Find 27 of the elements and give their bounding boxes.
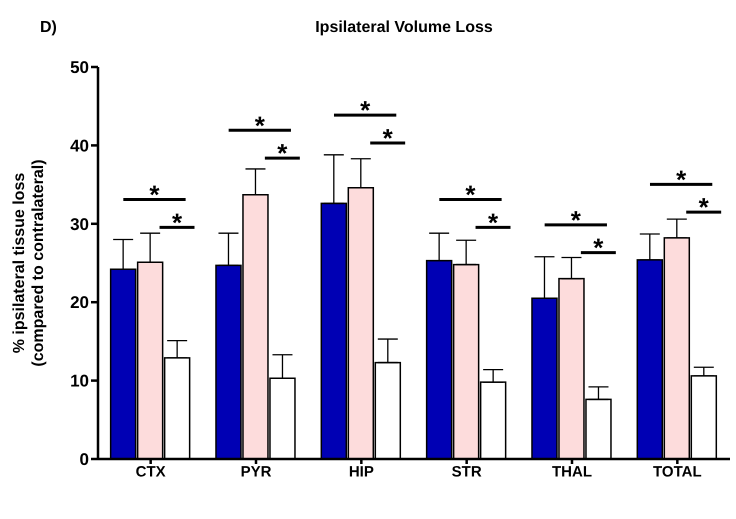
annotation: * bbox=[488, 207, 499, 238]
annotation: * bbox=[382, 122, 394, 153]
x-tick-label: CTX bbox=[136, 464, 166, 481]
y-tick-label: 20 bbox=[70, 293, 89, 312]
chart-title: Ipsilateral Volume Loss bbox=[315, 19, 493, 36]
y-axis-title: % ipsilateral tissue loss (compared to contralateral) bbox=[11, 159, 47, 367]
x-tick-label: HIP bbox=[348, 464, 374, 481]
annotation: * bbox=[254, 110, 266, 140]
annotation: * bbox=[149, 180, 160, 210]
y-tick-label: 40 bbox=[70, 136, 89, 156]
x-tick-label: STR bbox=[452, 464, 482, 481]
x-tick-label: THAL bbox=[552, 464, 592, 481]
x-tick-label: TOTAL bbox=[653, 464, 702, 481]
annotation: * bbox=[570, 204, 582, 235]
annotation: * bbox=[360, 95, 372, 126]
annotation: * bbox=[277, 138, 288, 168]
x-tick-label: PYR bbox=[240, 464, 272, 481]
annotation: * bbox=[676, 164, 688, 194]
annotation: * bbox=[698, 192, 710, 222]
annotation: * bbox=[465, 180, 476, 210]
annotation: * bbox=[172, 207, 183, 238]
y-tick-label: 0 bbox=[80, 450, 89, 470]
y-tick-label: 50 bbox=[70, 58, 89, 78]
y-tick-label: 10 bbox=[70, 372, 89, 391]
text: D) bbox=[40, 19, 57, 36]
y-tick-label: 30 bbox=[70, 214, 89, 234]
annotation: * bbox=[593, 232, 604, 263]
